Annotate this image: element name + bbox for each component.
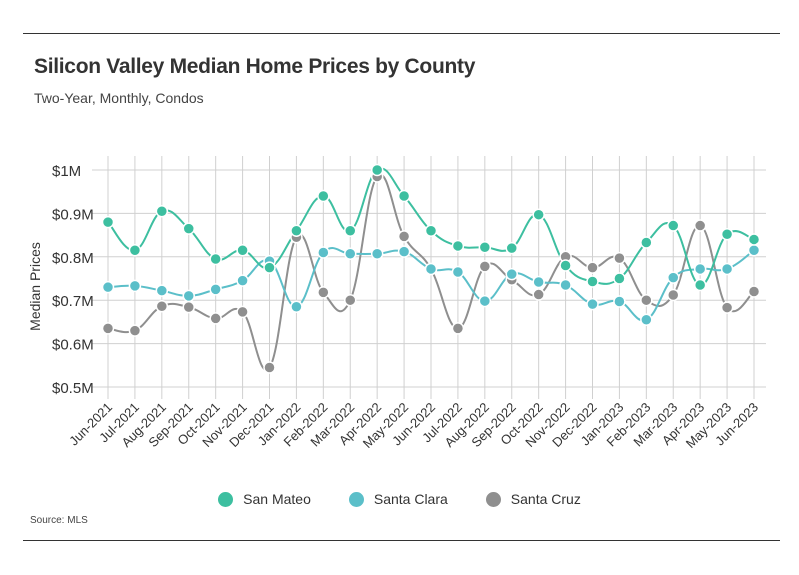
data-point-san-mateo: [236, 244, 249, 257]
data-point-santa-cruz: [720, 301, 734, 314]
plot-area: [92, 156, 766, 399]
data-point-santa-clara: [613, 295, 626, 308]
chart-subtitle: Two-Year, Monthly, Condos: [34, 90, 204, 106]
y-tick-label: $0.6M: [52, 337, 94, 354]
data-point-santa-cruz: [451, 322, 465, 335]
data-point-san-mateo: [640, 236, 653, 249]
data-point-santa-cruz: [317, 286, 330, 299]
data-point-san-mateo: [370, 163, 384, 177]
data-point-santa-clara: [344, 247, 357, 261]
y-tick-label: $0.8M: [52, 250, 94, 267]
data-point-santa-cruz: [613, 251, 626, 265]
legend-swatch-santa-cruz: [485, 491, 501, 507]
data-point-san-mateo: [747, 233, 761, 246]
data-point-santa-clara: [747, 244, 761, 257]
data-point-santa-clara: [290, 300, 303, 313]
data-point-santa-cruz: [667, 288, 680, 302]
data-point-santa-cruz: [128, 324, 142, 337]
data-point-san-mateo: [209, 252, 222, 266]
data-point-santa-cruz: [263, 361, 276, 374]
data-point-san-mateo: [478, 241, 492, 254]
legend-label-san-mateo: San Mateo: [243, 491, 311, 507]
data-point-san-mateo: [290, 224, 303, 238]
data-point-santa-cruz: [155, 300, 169, 313]
data-point-santa-clara: [720, 262, 734, 276]
data-point-san-mateo: [128, 244, 142, 257]
data-point-santa-clara: [370, 247, 384, 261]
data-point-santa-clara: [397, 245, 411, 258]
data-point-santa-clara: [128, 279, 142, 293]
data-point-santa-cruz: [478, 260, 492, 273]
data-point-santa-clara: [424, 262, 438, 276]
data-point-san-mateo: [182, 222, 195, 235]
data-point-san-mateo: [424, 224, 438, 238]
data-point-santa-clara: [693, 262, 707, 276]
data-point-santa-cruz: [397, 230, 411, 243]
data-point-san-mateo: [263, 261, 276, 274]
data-point-santa-clara: [236, 274, 249, 287]
data-point-san-mateo: [693, 278, 707, 292]
data-point-san-mateo: [317, 189, 330, 203]
data-point-santa-clara: [505, 267, 518, 281]
data-point-san-mateo: [559, 259, 572, 272]
data-point-santa-clara: [667, 271, 680, 284]
data-point-santa-cruz: [236, 305, 249, 319]
legend-label-santa-clara: Santa Clara: [373, 491, 448, 507]
legend-label-santa-cruz: Santa Cruz: [510, 491, 581, 507]
data-point-santa-cruz: [101, 322, 115, 335]
y-tick-label: $0.5M: [52, 380, 94, 397]
data-point-santa-cruz: [586, 261, 599, 274]
data-point-santa-clara: [532, 275, 545, 289]
data-point-santa-clara: [478, 294, 492, 308]
data-point-santa-cruz: [532, 288, 545, 301]
data-point-santa-cruz: [209, 312, 222, 325]
data-point-santa-clara: [586, 297, 599, 311]
data-point-san-mateo: [720, 227, 734, 241]
y-tick-label: $0.9M: [52, 206, 94, 223]
legend-item-santa-clara: Santa Clara: [348, 491, 448, 507]
data-point-santa-cruz: [747, 285, 761, 298]
legend-item-santa-cruz: Santa Cruz: [485, 491, 581, 507]
data-point-santa-clara: [101, 280, 115, 294]
data-point-san-mateo: [586, 275, 599, 288]
data-point-santa-clara: [155, 284, 169, 297]
source-note: Source: MLS: [30, 515, 88, 526]
data-point-san-mateo: [451, 239, 465, 253]
data-point-santa-clara: [209, 283, 222, 296]
data-point-santa-cruz: [344, 293, 357, 307]
data-point-santa-cruz: [693, 219, 707, 232]
data-point-santa-clara: [451, 265, 465, 279]
chart-title: Silicon Valley Median Home Prices by Cou…: [34, 55, 476, 78]
data-point-san-mateo: [532, 208, 545, 221]
legend-swatch-santa-clara: [348, 491, 364, 507]
y-axis-label: Median Prices: [27, 242, 43, 331]
data-point-san-mateo: [397, 189, 411, 203]
y-tick-label: $1M: [52, 163, 81, 180]
data-point-santa-clara: [317, 246, 330, 259]
data-point-san-mateo: [344, 224, 357, 238]
bottom-rule: [23, 540, 780, 541]
data-point-san-mateo: [155, 204, 169, 218]
legend-item-san-mateo: San Mateo: [218, 491, 311, 507]
data-point-san-mateo: [667, 219, 680, 232]
data-point-san-mateo: [101, 215, 115, 229]
data-point-santa-cruz: [182, 300, 195, 314]
data-point-santa-clara: [640, 313, 653, 326]
data-point-san-mateo: [505, 241, 518, 255]
legend: San Mateo Santa Clara Santa Cruz: [0, 491, 799, 507]
data-point-santa-cruz: [640, 293, 653, 307]
legend-swatch-san-mateo: [218, 491, 234, 507]
y-tick-label: $0.7M: [52, 293, 94, 310]
top-rule: [23, 33, 780, 34]
data-point-san-mateo: [613, 272, 626, 285]
data-point-santa-clara: [182, 289, 195, 303]
data-point-santa-clara: [559, 278, 572, 292]
